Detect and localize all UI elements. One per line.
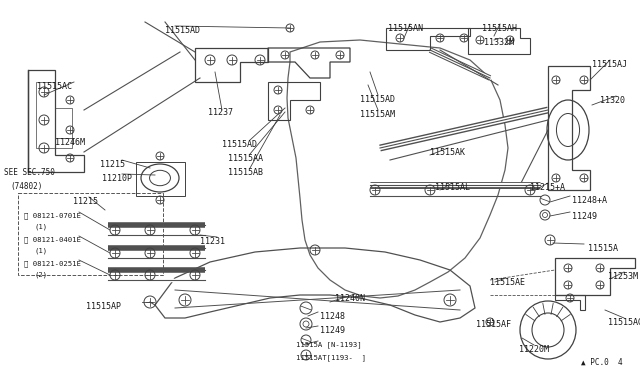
Text: (74802): (74802) [10, 182, 42, 191]
Text: (1): (1) [35, 248, 48, 254]
Text: 11515AM: 11515AM [360, 110, 395, 119]
Text: 11220M: 11220M [519, 345, 549, 354]
Text: SEE SEC.750: SEE SEC.750 [4, 168, 55, 177]
Text: 11515AJ: 11515AJ [592, 60, 627, 69]
Text: 11249: 11249 [320, 326, 345, 335]
Text: 11332M: 11332M [484, 38, 514, 47]
Text: 11515AN: 11515AN [388, 24, 423, 33]
Text: 11515AC: 11515AC [37, 82, 72, 91]
Text: 11515AT[1193-  ]: 11515AT[1193- ] [296, 354, 366, 361]
Text: 11515AG: 11515AG [608, 318, 640, 327]
Text: 11515A [N-1193]: 11515A [N-1193] [296, 341, 362, 348]
Text: 11515AH: 11515AH [482, 24, 517, 33]
Text: 11246M: 11246M [55, 138, 85, 147]
Text: 11515AK: 11515AK [430, 148, 465, 157]
Text: 11515AE: 11515AE [490, 278, 525, 287]
Text: 11515AL: 11515AL [435, 183, 470, 192]
Text: 11515AD: 11515AD [222, 140, 257, 149]
Text: 11248+A: 11248+A [572, 196, 607, 205]
Text: 11515AF: 11515AF [476, 320, 511, 329]
Text: 11515A: 11515A [588, 244, 618, 253]
Text: Ⓑ 08121-0401E: Ⓑ 08121-0401E [24, 236, 81, 243]
Text: (2): (2) [35, 272, 48, 279]
Text: 11215: 11215 [73, 197, 98, 206]
Text: 11237: 11237 [208, 108, 233, 117]
Text: (1): (1) [35, 224, 48, 231]
Text: 11215+A: 11215+A [530, 183, 565, 192]
Text: 11515AP: 11515AP [86, 302, 121, 311]
Bar [18, 193, 163, 275]
Text: 11253M: 11253M [608, 272, 638, 281]
Text: 11515AA: 11515AA [228, 154, 263, 163]
Text: 11210P: 11210P [102, 174, 132, 183]
Text: 11515AD: 11515AD [165, 26, 200, 35]
Text: 11231: 11231 [200, 237, 225, 246]
Text: 11249: 11249 [572, 212, 597, 221]
Text: 11515AB: 11515AB [228, 168, 263, 177]
Text: 11215: 11215 [100, 160, 125, 169]
Text: 11320: 11320 [600, 96, 625, 105]
Text: 11240N: 11240N [335, 294, 365, 303]
Text: Ⓑ 08121-0701E: Ⓑ 08121-0701E [24, 212, 81, 219]
Text: 11515AD: 11515AD [360, 95, 395, 104]
Text: 11248: 11248 [320, 312, 345, 321]
Text: ▲ PC.0  4: ▲ PC.0 4 [581, 358, 623, 367]
Text: Ⓑ 08121-0251E: Ⓑ 08121-0251E [24, 260, 81, 267]
